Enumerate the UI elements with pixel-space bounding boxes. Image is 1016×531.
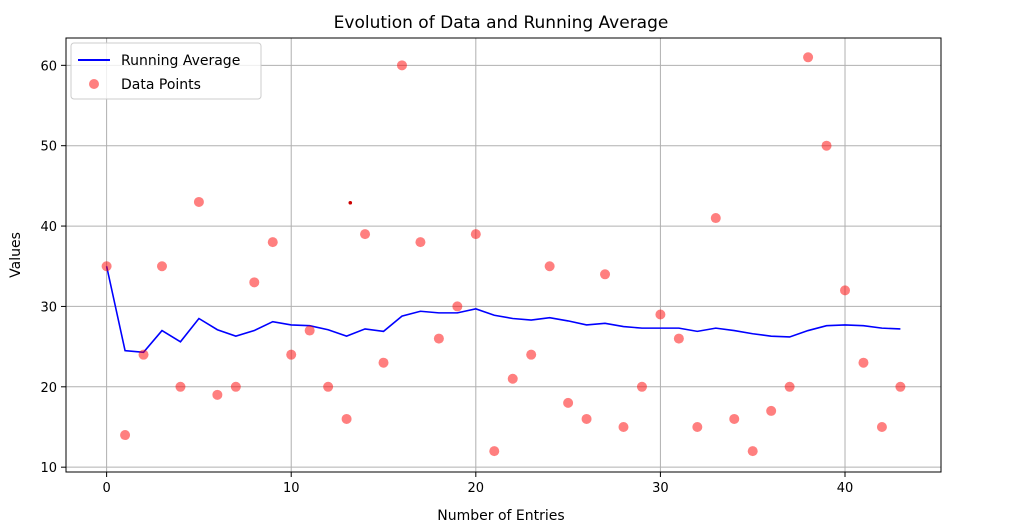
plot-frame bbox=[65, 37, 942, 473]
axis-ticks: 0 10 20 30 40 10 20 30 40 50 60 bbox=[40, 59, 853, 496]
data-point bbox=[360, 229, 371, 240]
x-axis-label: Number of Entries bbox=[437, 508, 564, 524]
legend: Running Average Data Points bbox=[70, 42, 262, 100]
y-tick-label: 50 bbox=[40, 140, 57, 155]
data-point bbox=[563, 397, 574, 408]
x-tick-label: 0 bbox=[102, 481, 110, 496]
data-point bbox=[138, 349, 149, 360]
y-tick-label: 10 bbox=[40, 461, 57, 476]
data-point bbox=[876, 421, 887, 432]
data-point bbox=[470, 229, 481, 240]
data-point bbox=[526, 349, 537, 360]
data-point bbox=[323, 381, 334, 392]
data-point bbox=[156, 261, 167, 272]
data-point bbox=[544, 261, 555, 272]
data-point bbox=[415, 237, 426, 248]
data-point bbox=[840, 285, 851, 296]
data-point bbox=[581, 413, 592, 424]
grid bbox=[66, 38, 941, 472]
data-point bbox=[692, 421, 703, 432]
data-point bbox=[249, 277, 260, 288]
x-tick-label: 30 bbox=[652, 481, 669, 496]
data-point bbox=[193, 196, 204, 207]
data-point bbox=[452, 301, 463, 312]
data-point bbox=[396, 60, 407, 71]
data-point bbox=[618, 421, 629, 432]
y-axis-label: Values bbox=[8, 232, 24, 278]
data-point bbox=[175, 381, 186, 392]
y-tick-label: 30 bbox=[40, 300, 57, 315]
data-point bbox=[489, 446, 500, 457]
legend-swatch-data-points bbox=[89, 79, 99, 89]
data-point bbox=[821, 140, 832, 151]
data-point bbox=[341, 413, 352, 424]
data-point bbox=[729, 413, 740, 424]
data-point bbox=[673, 333, 684, 344]
data-point bbox=[230, 381, 241, 392]
data-point bbox=[858, 357, 869, 368]
data-point bbox=[600, 269, 611, 280]
legend-box bbox=[70, 42, 262, 100]
x-tick-label: 40 bbox=[837, 481, 854, 496]
data-point bbox=[101, 261, 112, 272]
data-point bbox=[267, 237, 278, 248]
y-tick-label: 40 bbox=[40, 220, 57, 235]
x-tick-label: 10 bbox=[283, 481, 300, 496]
data-point bbox=[507, 373, 518, 384]
data-point bbox=[655, 309, 666, 320]
data-point bbox=[784, 381, 795, 392]
running-average-line bbox=[105, 266, 901, 354]
chart-title: Evolution of Data and Running Average bbox=[334, 13, 669, 33]
data-point bbox=[747, 446, 758, 457]
legend-label-data-points: Data Points bbox=[121, 77, 201, 93]
legend-label-running-average: Running Average bbox=[121, 53, 240, 69]
data-point bbox=[803, 52, 814, 63]
data-point bbox=[895, 381, 906, 392]
data-point bbox=[378, 357, 389, 368]
data-point bbox=[286, 349, 297, 360]
data-point bbox=[710, 213, 721, 224]
y-tick-label: 60 bbox=[40, 59, 57, 74]
data-point bbox=[636, 381, 647, 392]
plot-area bbox=[101, 52, 906, 457]
annotation-marker bbox=[348, 200, 353, 205]
x-tick-label: 20 bbox=[468, 481, 485, 496]
data-point bbox=[433, 333, 444, 344]
y-tick-label: 20 bbox=[40, 381, 57, 396]
data-point bbox=[212, 389, 223, 400]
data-point bbox=[766, 405, 777, 416]
data-point bbox=[304, 325, 315, 336]
data-point bbox=[120, 430, 131, 441]
